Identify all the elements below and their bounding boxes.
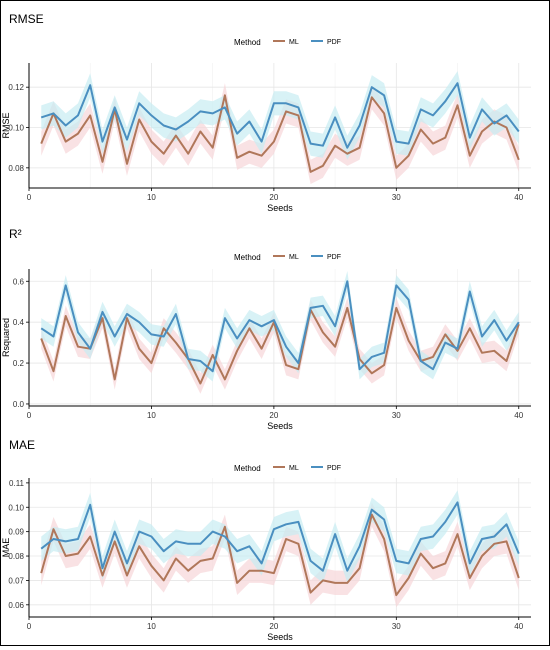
x-tick-label: 40 bbox=[514, 622, 523, 631]
x-tick-label: 0 bbox=[27, 411, 32, 420]
legend-title: Method bbox=[234, 253, 261, 262]
x-tick-label: 0 bbox=[27, 622, 32, 631]
y-tick-label: 0.0 bbox=[13, 400, 25, 409]
legend-label-ml: ML bbox=[289, 39, 299, 46]
legend-label-pdf: PDF bbox=[327, 254, 341, 261]
x-axis-title: Seeds bbox=[267, 203, 293, 213]
series-line-pdf bbox=[40, 501, 520, 572]
panel-title: R² bbox=[9, 227, 22, 241]
y-axis-title: MAE bbox=[1, 538, 11, 558]
x-tick-label: 40 bbox=[514, 411, 523, 420]
y-tick-label: 0.08 bbox=[8, 552, 24, 561]
x-tick-label: 30 bbox=[392, 622, 401, 631]
legend-label-ml: ML bbox=[289, 254, 299, 261]
y-tick-label: 0.06 bbox=[8, 601, 24, 610]
series-line-ml bbox=[40, 306, 520, 385]
legend-label-pdf: PDF bbox=[327, 39, 341, 46]
y-tick-label: 0.10 bbox=[8, 503, 24, 512]
y-tick-label: 0.08 bbox=[8, 164, 24, 173]
legend-title: Method bbox=[234, 464, 261, 473]
legend-label-pdf: PDF bbox=[327, 465, 341, 472]
series-line-ml bbox=[40, 94, 520, 173]
legend-label-ml: ML bbox=[289, 465, 299, 472]
x-axis-title: Seeds bbox=[267, 421, 293, 431]
y-tick-label: 0.07 bbox=[8, 576, 24, 585]
x-tick-label: 40 bbox=[514, 193, 523, 202]
x-tick-label: 30 bbox=[392, 193, 401, 202]
x-tick-label: 10 bbox=[147, 193, 156, 202]
x-tick-label: 10 bbox=[147, 411, 156, 420]
y-tick-label: 0.6 bbox=[13, 277, 25, 286]
legend-title: Method bbox=[234, 38, 261, 47]
x-tick-label: 0 bbox=[27, 193, 32, 202]
panel-0: RMSE Method ML PDF 0 10 20 30 40 0.08 0.10 0.12 Seed… bbox=[1, 12, 531, 213]
y-tick-label: 0.4 bbox=[13, 318, 25, 327]
panel-2: MAE Method ML PDF 0 10 20 30 40 0.06 0.07 0.08 0.09 0… bbox=[1, 438, 531, 642]
panel-title: MAE bbox=[9, 438, 35, 452]
band-ml bbox=[41, 83, 519, 184]
y-tick-label: 0.11 bbox=[9, 479, 25, 488]
series-line-pdf bbox=[40, 280, 520, 373]
y-axis-title: RMSE bbox=[1, 112, 11, 138]
y-tick-label: 0.09 bbox=[8, 528, 24, 537]
series-line-pdf bbox=[40, 82, 520, 149]
panel-1: R² Method ML PDF 0 10 20 30 40 0.0 0.2 0.4 0.6 Seeds R… bbox=[1, 227, 531, 431]
x-tick-label: 30 bbox=[392, 411, 401, 420]
series-line-ml bbox=[40, 513, 520, 597]
band-pdf bbox=[41, 271, 519, 382]
x-axis-title: Seeds bbox=[267, 632, 293, 642]
x-tick-label: 20 bbox=[269, 622, 278, 631]
band-pdf bbox=[41, 490, 519, 583]
y-tick-label: 0.12 bbox=[8, 83, 24, 92]
panel-title: RMSE bbox=[9, 12, 44, 26]
y-axis-title: Rsquared bbox=[1, 318, 11, 357]
y-tick-label: 0.10 bbox=[8, 124, 24, 133]
x-tick-label: 20 bbox=[269, 193, 278, 202]
x-tick-label: 20 bbox=[269, 411, 278, 420]
band-pdf bbox=[41, 71, 519, 160]
x-tick-label: 10 bbox=[147, 622, 156, 631]
y-tick-label: 0.2 bbox=[13, 359, 25, 368]
